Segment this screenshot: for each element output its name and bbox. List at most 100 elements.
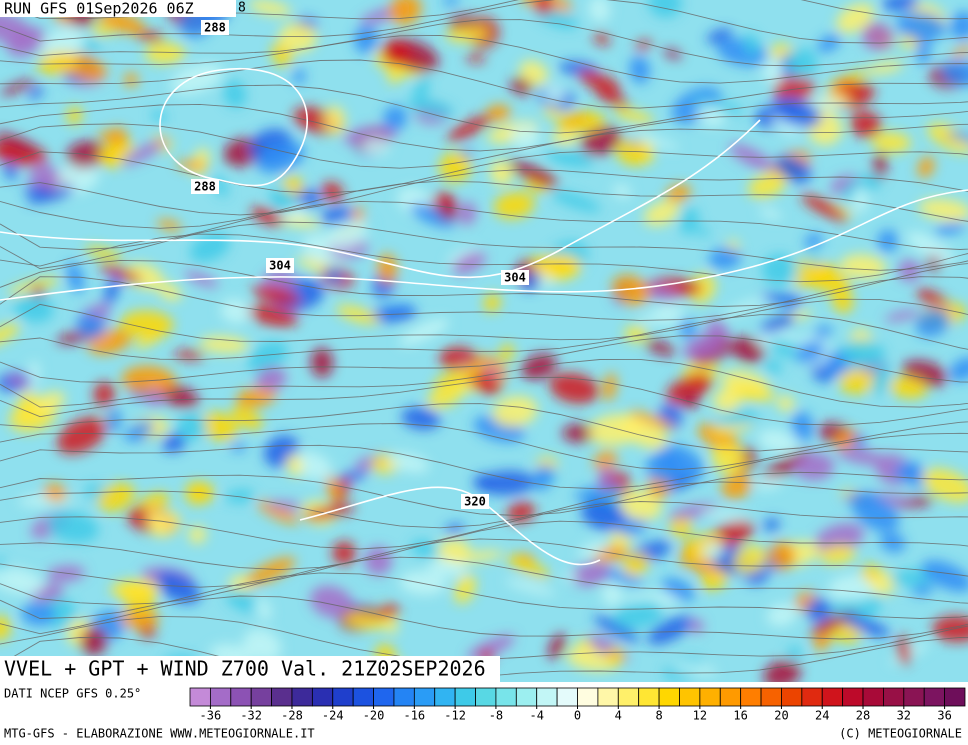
vvel-patch <box>448 550 504 563</box>
vvel-patch <box>927 122 968 154</box>
vvel-patch <box>836 3 875 34</box>
colorbar-tick-label: -28 <box>281 709 303 723</box>
vvel-patch <box>932 615 968 643</box>
vvel-patch <box>760 314 796 334</box>
vvel-patch <box>98 130 114 140</box>
vvel-patch <box>717 409 760 426</box>
vvel-patch <box>336 305 380 325</box>
vvel-patch <box>593 615 640 643</box>
vvel-patch <box>97 482 135 512</box>
vvel-patch <box>917 156 935 178</box>
colorbar-swatch <box>944 687 966 707</box>
vvel-patch <box>666 373 713 405</box>
vvel-patch <box>682 391 699 410</box>
colorbar-swatch <box>393 687 415 707</box>
header-box <box>0 0 236 17</box>
colorbar-swatch <box>740 687 762 707</box>
streamline <box>0 501 968 550</box>
vvel-patch <box>628 410 676 430</box>
vvel-patch <box>611 274 650 306</box>
vvel-patch <box>173 350 205 360</box>
vvel-patch <box>663 48 682 59</box>
streamline <box>0 0 968 44</box>
streamline <box>0 595 968 640</box>
vvel-patch <box>700 570 728 591</box>
streamline <box>0 471 968 517</box>
vvel-patch <box>293 69 306 84</box>
contour-line <box>0 119 761 279</box>
vvel-patch <box>155 571 201 604</box>
colorbar-swatch <box>291 687 313 707</box>
vvel-patch <box>381 39 412 67</box>
vvel-patch <box>57 416 107 455</box>
vvel-patch <box>145 388 164 407</box>
vvel-patch <box>682 334 725 360</box>
vvel-patch <box>668 503 718 520</box>
colorbar-swatch <box>658 687 680 707</box>
vvel-patch <box>310 347 334 378</box>
vvel-patch <box>841 339 886 369</box>
colorbar-tick-label: -8 <box>489 709 503 723</box>
vvel-patch <box>921 560 968 592</box>
vvel-patch <box>383 105 408 131</box>
vvel-patch <box>508 160 559 188</box>
vvel-patch <box>601 583 623 607</box>
vvel-patch <box>0 567 45 595</box>
vvel-patch <box>410 203 456 228</box>
vvel-patch <box>493 191 535 219</box>
vvel-patch <box>351 206 365 224</box>
vvel-patch <box>251 285 301 305</box>
vvel-patch <box>427 382 465 409</box>
vvel-patch <box>99 264 142 283</box>
contour-label: 304 <box>269 259 291 273</box>
colorbar-tick-label: -20 <box>363 709 385 723</box>
vvel-patch <box>624 325 648 343</box>
vvel-patch <box>841 614 891 638</box>
vvel-patch <box>613 600 664 629</box>
vvel-patch <box>23 186 52 197</box>
vvel-patch <box>499 343 514 362</box>
vvel-patch <box>170 62 224 95</box>
colorbar-swatch <box>373 687 395 707</box>
colorbar-tick-label: -16 <box>403 709 425 723</box>
vvel-patch <box>162 432 187 453</box>
streamline <box>0 259 968 307</box>
vvel-patch <box>948 357 968 382</box>
vvel-patch <box>245 557 296 586</box>
colorbar-swatch <box>577 687 599 707</box>
vvel-patch <box>150 510 181 537</box>
vvel-patch <box>884 310 920 322</box>
streamline <box>0 221 968 271</box>
vvel-patch <box>14 294 54 323</box>
frame-label: 8 <box>238 1 246 16</box>
vvel-patch <box>817 34 841 53</box>
vvel-patch <box>647 615 693 645</box>
vvel-patch <box>860 564 881 581</box>
vvel-patch <box>7 374 31 388</box>
vvel-patch <box>934 221 967 236</box>
colorbar-swatch <box>597 687 619 707</box>
vvel-patch <box>326 220 370 250</box>
vvel-patch <box>121 138 168 166</box>
vvel-patch <box>629 55 650 84</box>
colorbar-swatch <box>617 687 640 707</box>
colorbar-swatch <box>903 687 925 707</box>
vvel-patch <box>837 448 886 465</box>
colorbar-swatch <box>352 687 374 707</box>
vvel-patch <box>0 131 40 153</box>
vvel-patch <box>124 72 139 88</box>
vvel-patch <box>652 303 688 314</box>
streamline <box>0 572 968 619</box>
vvel-patch <box>451 251 487 275</box>
vvel-patch <box>247 341 288 373</box>
colorbar-swatch <box>413 687 436 707</box>
vvel-patch <box>41 27 86 61</box>
colorbar-tick-label: -32 <box>240 709 262 723</box>
vvel-patch <box>47 511 99 543</box>
vvel-patch <box>833 429 860 449</box>
vvel-patch <box>622 552 649 577</box>
colorbar-swatch <box>515 687 538 707</box>
vvel-patch <box>445 26 489 43</box>
vvel-patch <box>466 53 486 63</box>
